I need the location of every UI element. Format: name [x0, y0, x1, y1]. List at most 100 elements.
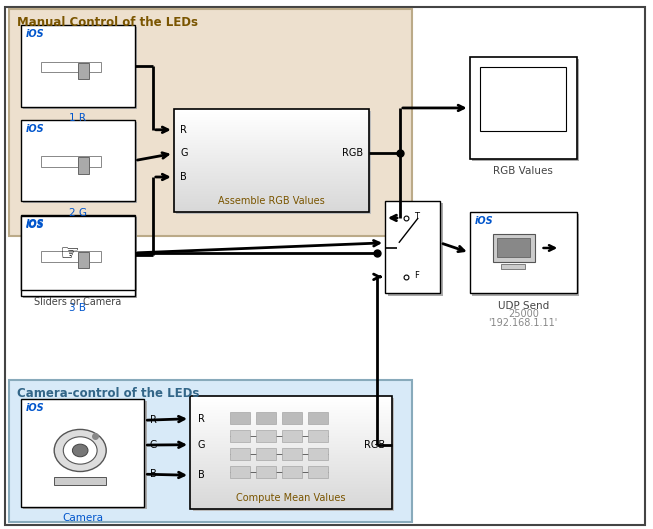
- Bar: [190, 498, 392, 501]
- Bar: [41, 62, 101, 72]
- Bar: [190, 484, 392, 487]
- Bar: [174, 181, 369, 184]
- Bar: [190, 470, 392, 472]
- Bar: [190, 504, 392, 506]
- Bar: [190, 487, 392, 489]
- Bar: [190, 424, 392, 427]
- Bar: [190, 439, 392, 441]
- Text: Manual Control of the LEDs: Manual Control of the LEDs: [17, 15, 198, 29]
- Bar: [174, 122, 369, 125]
- Text: T: T: [414, 212, 419, 221]
- Bar: [231, 466, 250, 478]
- Bar: [24, 122, 137, 204]
- Text: G: G: [150, 440, 157, 450]
- Bar: [190, 495, 392, 498]
- Bar: [174, 161, 369, 163]
- Text: iOS: iOS: [26, 124, 44, 134]
- Bar: [497, 238, 530, 257]
- Text: UDP Send: UDP Send: [498, 301, 549, 311]
- Bar: [174, 130, 369, 132]
- Bar: [78, 62, 89, 79]
- Bar: [190, 436, 392, 439]
- Bar: [493, 233, 535, 262]
- Text: '192.168.1.11': '192.168.1.11': [488, 317, 558, 327]
- Bar: [190, 402, 392, 405]
- Text: Compute Mean Values: Compute Mean Values: [236, 493, 345, 503]
- Text: Sliders or Camera: Sliders or Camera: [34, 297, 121, 307]
- Bar: [190, 501, 392, 504]
- Text: Camera-control of the LEDs: Camera-control of the LEDs: [17, 387, 199, 399]
- Bar: [174, 191, 369, 194]
- Bar: [256, 430, 276, 442]
- Bar: [190, 472, 392, 475]
- Bar: [282, 466, 302, 478]
- Bar: [78, 252, 89, 268]
- Bar: [174, 156, 369, 158]
- Bar: [190, 416, 392, 418]
- Bar: [308, 412, 328, 424]
- Bar: [190, 430, 392, 433]
- Bar: [472, 59, 579, 161]
- Text: 2 G: 2 G: [69, 208, 87, 218]
- Bar: [24, 27, 137, 109]
- Bar: [176, 112, 372, 214]
- Bar: [308, 430, 328, 442]
- Text: iOS: iOS: [26, 29, 44, 39]
- Bar: [190, 418, 392, 422]
- Bar: [174, 150, 369, 153]
- Bar: [41, 251, 101, 262]
- Bar: [501, 263, 525, 269]
- Bar: [256, 448, 276, 460]
- Bar: [256, 466, 276, 478]
- Bar: [174, 194, 369, 196]
- Text: iOS: iOS: [26, 218, 44, 229]
- Bar: [174, 186, 369, 189]
- Bar: [174, 114, 369, 117]
- Text: Camera: Camera: [62, 514, 103, 523]
- Text: RGB: RGB: [364, 440, 385, 450]
- Bar: [190, 422, 392, 424]
- Bar: [190, 410, 392, 413]
- Bar: [190, 413, 392, 416]
- Bar: [174, 166, 369, 168]
- Text: 25000: 25000: [508, 309, 539, 319]
- Text: R: R: [198, 414, 204, 424]
- Bar: [190, 433, 392, 436]
- Text: 1 R: 1 R: [69, 114, 86, 123]
- Bar: [282, 430, 302, 442]
- Bar: [174, 112, 369, 114]
- Bar: [21, 120, 135, 202]
- Text: iOS: iOS: [26, 403, 44, 413]
- Bar: [174, 153, 369, 156]
- Text: R: R: [150, 415, 157, 425]
- Bar: [174, 209, 369, 212]
- Bar: [174, 127, 369, 130]
- Bar: [190, 478, 392, 481]
- Bar: [190, 405, 392, 407]
- Bar: [480, 67, 566, 131]
- Bar: [190, 450, 392, 453]
- Text: Assemble RGB Values: Assemble RGB Values: [218, 196, 325, 206]
- Bar: [190, 506, 392, 509]
- Bar: [388, 204, 443, 296]
- Bar: [9, 380, 412, 522]
- Bar: [190, 481, 392, 484]
- Bar: [308, 466, 328, 478]
- Bar: [24, 216, 137, 298]
- Bar: [174, 132, 369, 135]
- Bar: [24, 401, 147, 509]
- Bar: [21, 25, 135, 107]
- Bar: [174, 189, 369, 191]
- Bar: [190, 444, 392, 447]
- Bar: [174, 145, 369, 148]
- Bar: [470, 212, 577, 294]
- Bar: [385, 202, 440, 294]
- Bar: [470, 57, 577, 159]
- Bar: [190, 489, 392, 492]
- Bar: [190, 396, 392, 399]
- Bar: [41, 157, 101, 167]
- Bar: [174, 202, 369, 204]
- Bar: [190, 461, 392, 464]
- Bar: [231, 412, 250, 424]
- Circle shape: [63, 437, 97, 464]
